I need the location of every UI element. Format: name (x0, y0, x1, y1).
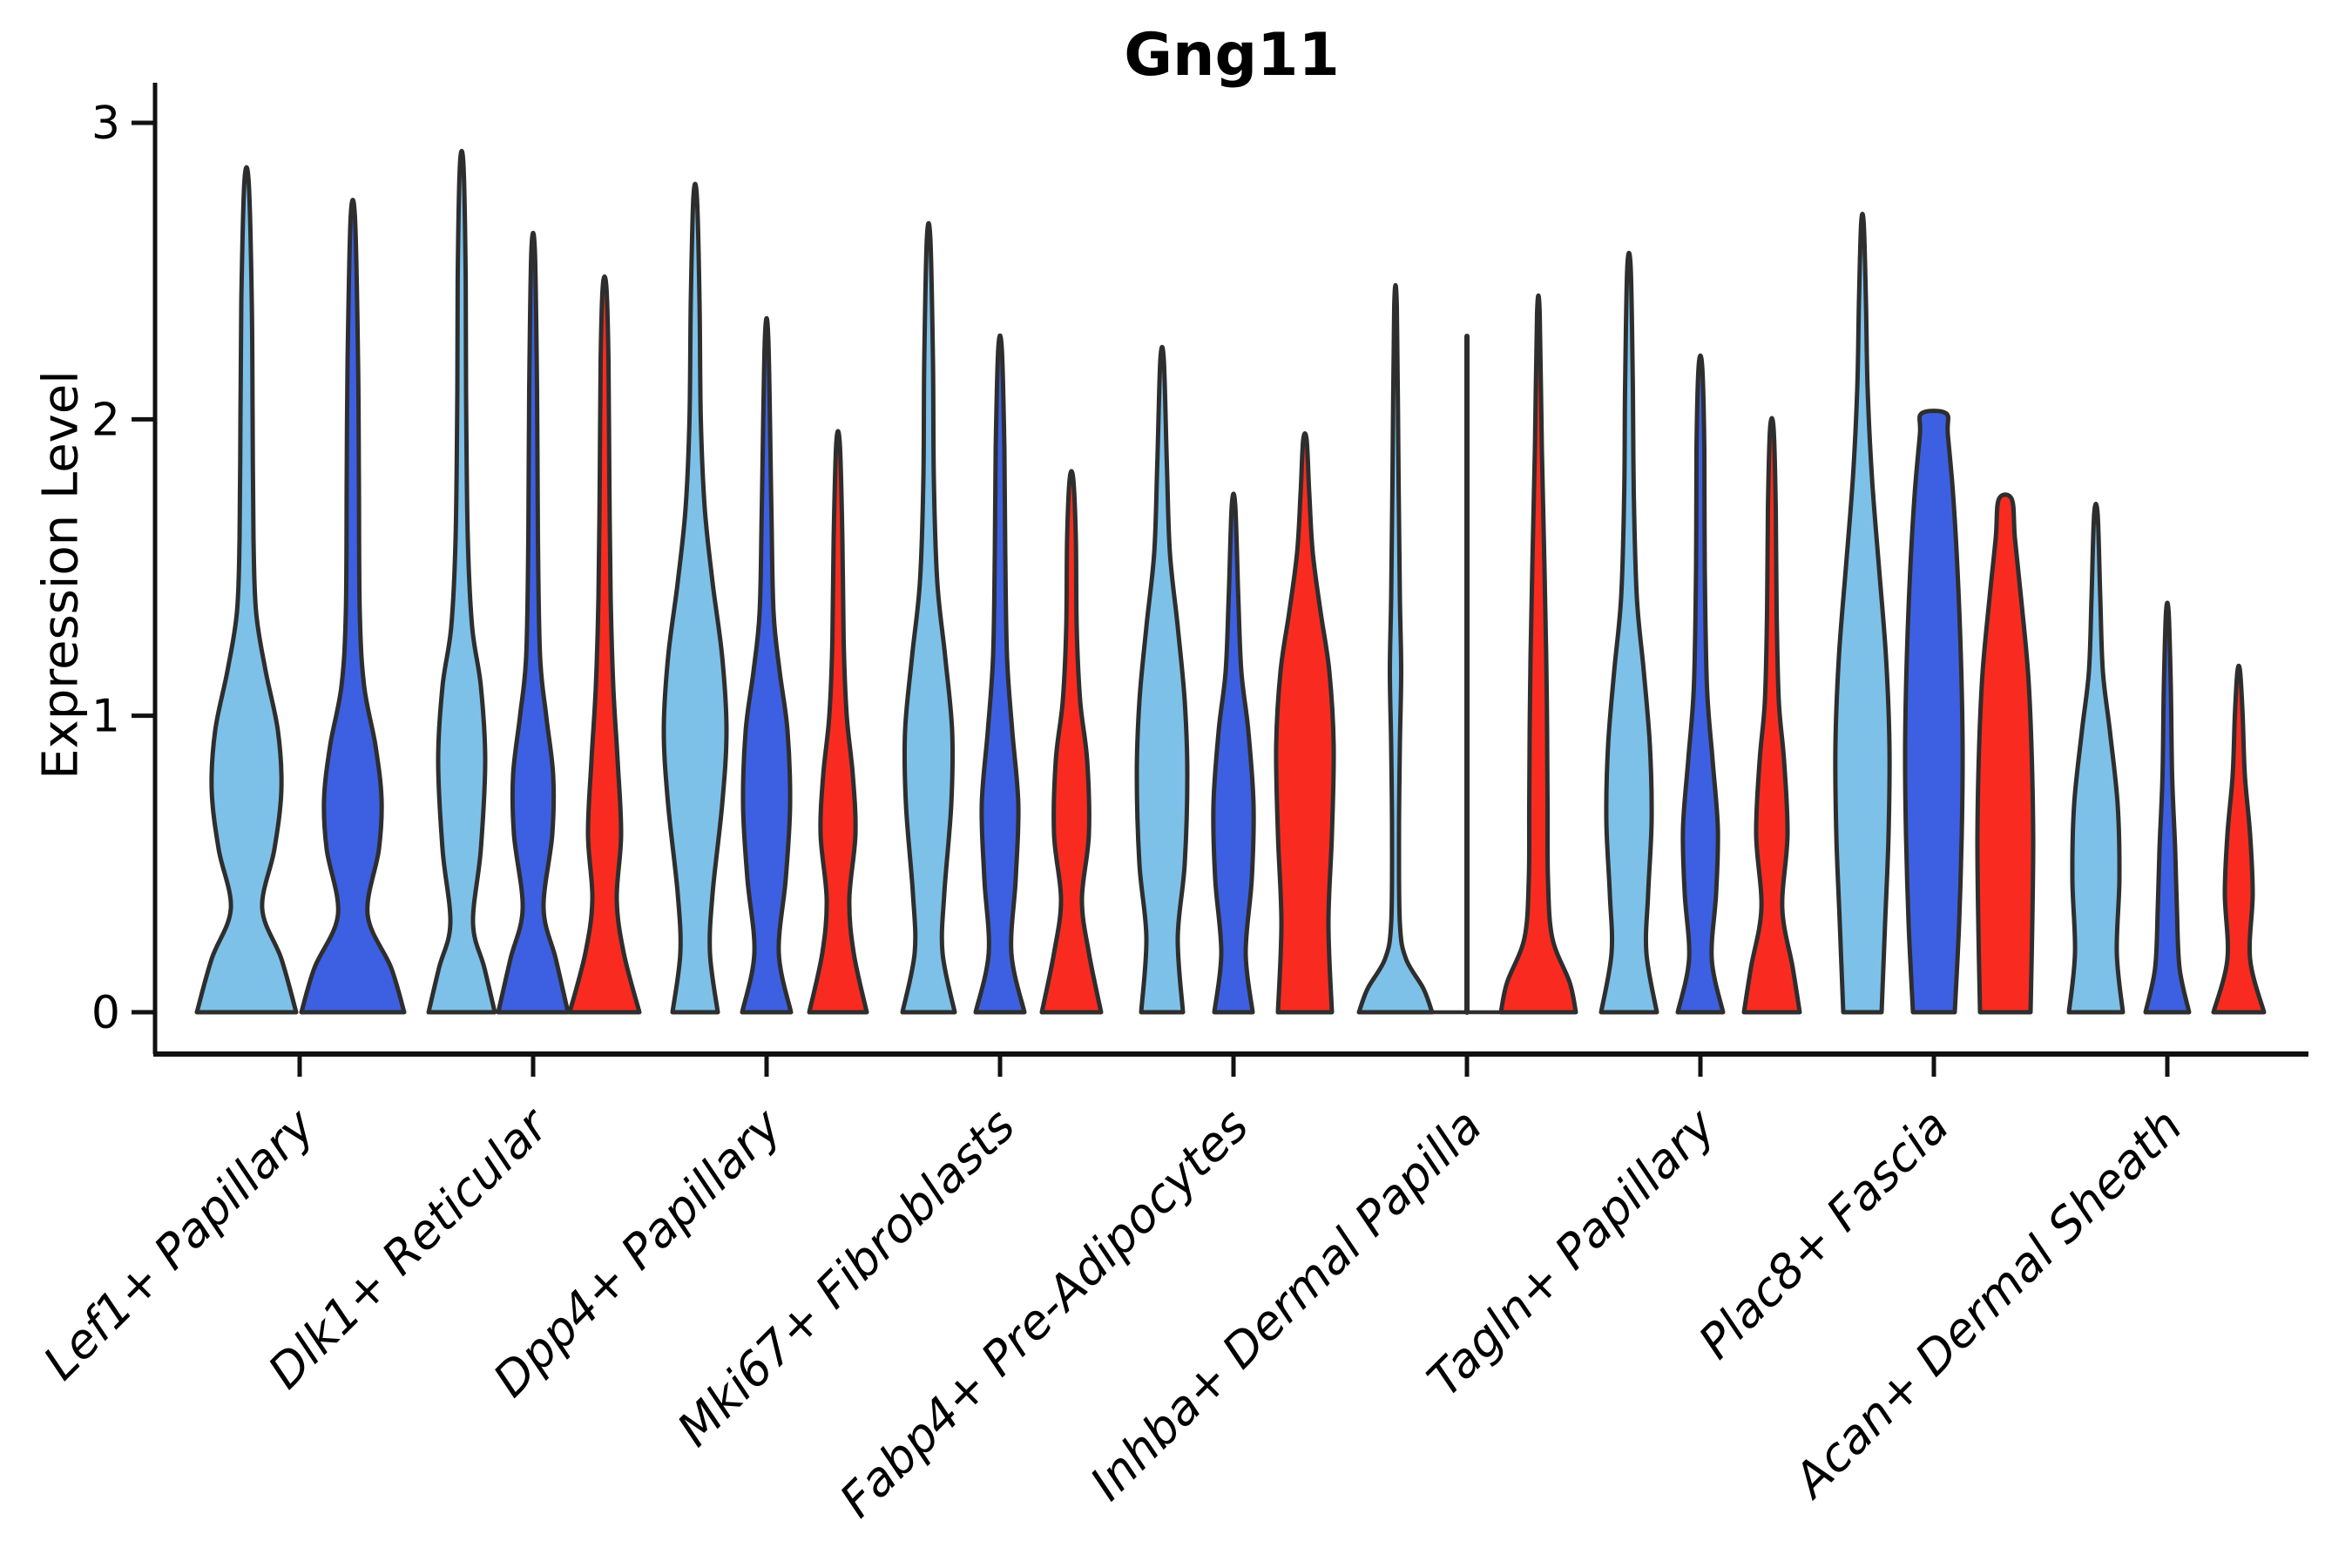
y-tick-label-2: 2 (91, 394, 120, 446)
violin-0-0 (194, 165, 299, 1015)
violin-8-1 (2143, 600, 2192, 1015)
violin-6-2 (1741, 416, 1802, 1015)
violin-8-2 (2211, 663, 2267, 1015)
violin-4-0 (1134, 344, 1190, 1015)
chart-title: Gng11 (1124, 21, 1340, 90)
x-category-label-8: Acan+ Dermal Sheath (1781, 1098, 2193, 1510)
x-category-label-7: Plac8+ Fascia (1688, 1098, 1959, 1369)
y-tick-label-0: 0 (91, 987, 120, 1039)
violin-3-2 (1039, 469, 1104, 1015)
x-category-label-5: Inhba+ Dermal Papilla (1079, 1098, 1492, 1511)
violin-5-2 (1498, 293, 1578, 1015)
violin-1-2 (567, 274, 642, 1015)
violin-0-1 (299, 198, 407, 1015)
violin-3-1 (973, 333, 1027, 1015)
violin-1-0 (426, 148, 497, 1015)
violin-2-2 (807, 429, 869, 1015)
violin-8-0 (2066, 501, 2126, 1015)
y-tick-label-1: 1 (91, 691, 120, 743)
violin-5-0 (1356, 283, 1435, 1015)
violin-6-0 (1598, 250, 1659, 1015)
violin-6-1 (1675, 353, 1726, 1015)
x-category-label-4: Fabp4+ Pre-Adipocytes (829, 1098, 1259, 1528)
violin-1-1 (496, 230, 571, 1015)
violin-4-2 (1274, 431, 1336, 1015)
violin-3-0 (900, 220, 957, 1015)
violin-2-0 (661, 181, 729, 1015)
violin-2-1 (740, 316, 794, 1015)
y-tick-label-3: 3 (91, 98, 120, 150)
violin-7-0 (1833, 212, 1892, 1015)
violin-7-1 (1903, 409, 1965, 1015)
violin-7-2 (1975, 492, 2036, 1015)
violin-4-1 (1211, 491, 1256, 1015)
